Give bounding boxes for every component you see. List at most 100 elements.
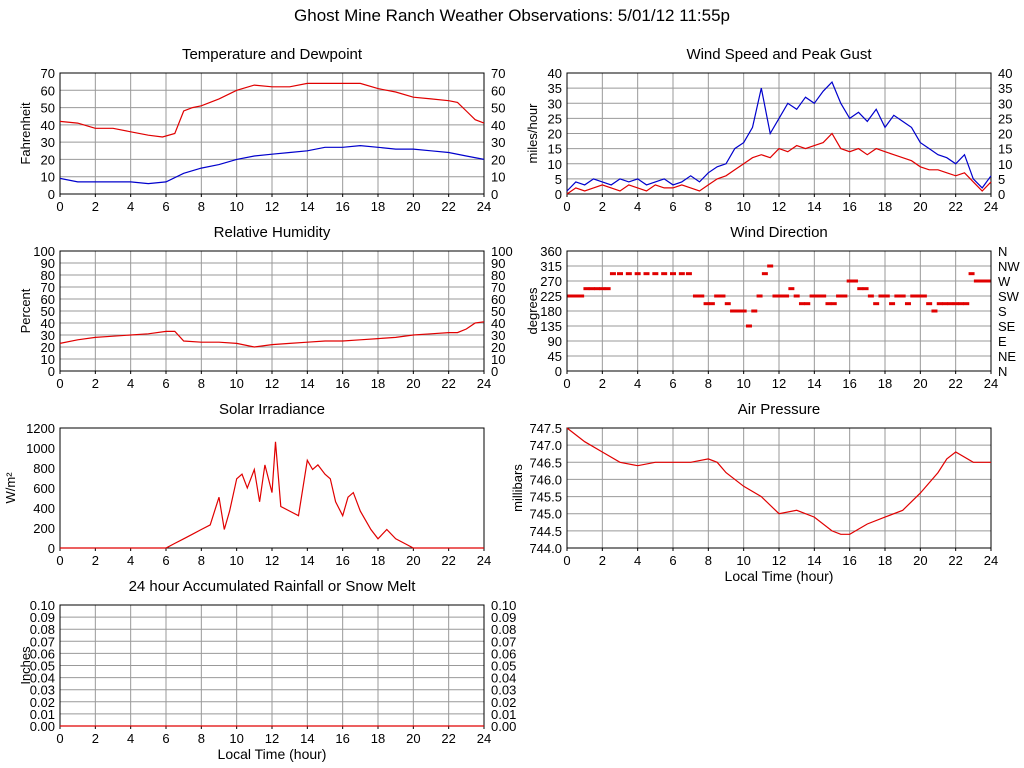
data-point <box>883 294 890 298</box>
x-tick-label: 6 <box>669 199 676 214</box>
data-point <box>724 302 731 306</box>
data-point <box>942 302 949 306</box>
data-point <box>804 302 811 306</box>
data-point <box>798 302 805 306</box>
chart-title: Wind Direction <box>730 224 828 241</box>
y-tick-label: 745.0 <box>529 507 562 522</box>
y-tick-label: 60 <box>41 83 55 98</box>
y-axis-label: Percent <box>18 288 33 333</box>
data-point <box>567 294 574 298</box>
x-tick-label: 2 <box>92 553 99 568</box>
page-title: Ghost Mine Ranch Weather Observations: 5… <box>294 6 730 25</box>
y-tick-label: 60 <box>41 292 55 307</box>
x-tick-label: 2 <box>92 376 99 391</box>
y-tick-label: 40 <box>41 316 55 331</box>
right-y-tick-label: SW <box>998 289 1020 304</box>
x-tick-label: 0 <box>56 553 63 568</box>
x-tick-label: 18 <box>371 199 385 214</box>
data-point <box>761 272 768 276</box>
data-point <box>599 287 606 291</box>
data-point <box>751 309 758 313</box>
x-tick-label: 24 <box>477 731 491 746</box>
x-tick-label: 0 <box>56 731 63 746</box>
data-point <box>772 294 779 298</box>
x-tick-label: 2 <box>599 199 606 214</box>
chart-title: Relative Humidity <box>214 224 331 241</box>
x-tick-label: 20 <box>913 199 927 214</box>
data-point <box>889 302 896 306</box>
series-line-0 <box>566 81 992 192</box>
right-y-tick-label: N <box>998 244 1007 259</box>
y-tick-label: 746.0 <box>529 472 562 487</box>
x-tick-label: 22 <box>948 199 962 214</box>
data-point <box>931 309 938 313</box>
right-y-tick-label: N <box>998 364 1007 379</box>
series-line-1 <box>566 132 992 195</box>
right-y-tick-label: S <box>998 304 1007 319</box>
right-y-tick-label: E <box>998 334 1007 349</box>
y-tick-label: 0.07 <box>30 634 55 649</box>
data-point <box>777 294 784 298</box>
x-tick-label: 0 <box>56 199 63 214</box>
y-tick-label: 15 <box>548 142 562 157</box>
x-tick-label: 6 <box>162 376 169 391</box>
right-y-tick-label: 20 <box>491 340 505 355</box>
y-tick-label: 0 <box>555 364 562 379</box>
right-y-tick-label: 40 <box>491 316 505 331</box>
data-point <box>963 302 970 306</box>
data-point <box>904 302 911 306</box>
x-tick-label: 6 <box>162 553 169 568</box>
y-tick-label: 0 <box>48 364 55 379</box>
y-tick-label: 0.06 <box>30 646 55 661</box>
x-tick-label: 10 <box>736 199 750 214</box>
x-tick-label: 14 <box>300 731 314 746</box>
x-tick-label: 24 <box>984 199 998 214</box>
x-tick-label: 18 <box>878 376 892 391</box>
y-tick-label: 40 <box>41 118 55 133</box>
y-tick-label: 745.5 <box>529 490 562 505</box>
y-tick-label: 10 <box>41 352 55 367</box>
x-tick-label: 8 <box>198 553 205 568</box>
right-y-tick-label: 0 <box>491 364 498 379</box>
chart-title: Air Pressure <box>738 401 821 418</box>
right-y-tick-label: 80 <box>491 268 505 283</box>
x-tick-label: 8 <box>198 731 205 746</box>
x-tick-label: 20 <box>406 199 420 214</box>
x-tick-label: 18 <box>878 553 892 568</box>
data-point <box>767 264 774 268</box>
x-tick-label: 20 <box>406 376 420 391</box>
y-tick-label: 180 <box>540 304 562 319</box>
x-tick-label: 16 <box>842 199 856 214</box>
data-point <box>788 287 795 291</box>
y-tick-label: 270 <box>540 274 562 289</box>
right-y-tick-label: 0.08 <box>491 622 516 637</box>
y-tick-label: 70 <box>41 66 55 81</box>
y-axis-label: degrees <box>525 287 540 334</box>
data-point <box>588 287 595 291</box>
x-tick-label: 0 <box>56 376 63 391</box>
x-tick-label: 4 <box>634 376 641 391</box>
data-point <box>617 272 623 276</box>
x-tick-label: 4 <box>127 199 134 214</box>
x-tick-label: 14 <box>807 376 821 391</box>
data-point <box>862 287 869 291</box>
right-y-tick-label: 40 <box>491 118 505 133</box>
x-axis-label: Local Time (hour) <box>218 746 327 762</box>
series-line-0 <box>59 82 485 138</box>
y-tick-label: 100 <box>33 244 55 259</box>
data-point <box>851 279 858 283</box>
data-point <box>756 294 763 298</box>
x-tick-label: 0 <box>563 199 570 214</box>
data-point <box>609 272 616 276</box>
data-point <box>841 294 848 298</box>
y-tick-label: 0.09 <box>30 610 55 625</box>
data-point <box>678 272 685 276</box>
x-tick-label: 22 <box>441 199 455 214</box>
right-y-tick-label: 0.04 <box>491 671 516 686</box>
y-tick-label: 135 <box>540 319 562 334</box>
y-tick-label: 25 <box>548 111 562 126</box>
data-point <box>661 272 668 276</box>
y-tick-label: 0 <box>48 187 55 202</box>
data-point <box>984 279 991 283</box>
